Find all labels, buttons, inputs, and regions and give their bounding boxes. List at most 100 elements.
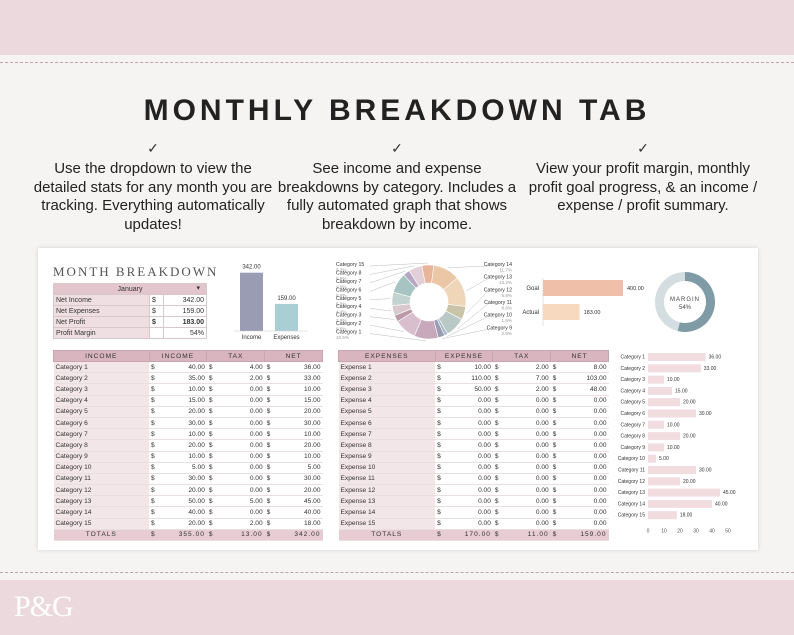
callout-line [369,265,415,275]
goal-bar [543,304,580,320]
net-cell: $20.00 [264,484,323,497]
bar-value-label: 342.00 [242,265,261,271]
category-value-label: 20.00 [683,434,696,440]
category-bar [648,454,656,463]
expense-table: EXPENSES EXPENSE TAX NET Expense 1 $10.00… [338,350,609,542]
donut-slice [408,265,426,287]
row-label: Category 7 [53,428,150,441]
net-cell: $0.00 [550,484,609,497]
slice-label: Category 13 [484,275,512,281]
tax-cell: $0.00 [492,518,551,530]
category-bar [648,375,664,384]
table-row: Category 6 $30.00 $0.00 $30.00 [53,417,323,430]
row-label: Expense 4 [338,395,436,407]
amount-cell: $10.00 [149,383,207,396]
tax-cell: $0.00 [492,417,551,430]
category-value-label: 15.00 [675,388,688,394]
goal-category-label: Actual [522,310,539,316]
tax-cell: $2.00 [492,383,551,396]
col-header: EXPENSES [338,350,436,362]
table-row: Category 15 $20.00 $2.00 $18.00 [53,518,323,530]
table-row: Expense 7 $0.00 $0.00 $0.00 [338,428,609,441]
category-bar [648,432,680,441]
row-label: Category 8 [53,439,150,452]
table-row: Category 1 $40.00 $4.00 $36.00 [53,361,323,374]
category-label: Category 10 [618,456,645,462]
category-label: Category 11 [618,468,645,474]
slice-percent: 5.8% [502,293,512,298]
slice-label: Category 8 [336,270,361,276]
slice-percent: 2.9% [336,284,346,289]
callout-line [466,291,489,314]
table-row: Expense 15 $0.00 $0.00 $0.00 [338,518,609,530]
net-cell: $0.00 [550,428,609,441]
net-cell: $36.00 [264,361,323,374]
tax-cell: $0.00 [492,495,551,508]
slice-percent: 13.2% [499,280,512,285]
income-table: INCOME INCOME TAX NET Category 1 $40.00 $4… [53,350,323,542]
amount-cell: $20.00 [149,439,207,452]
category-value-label: 30.00 [699,468,712,474]
callout-line [369,324,404,332]
row-label: Category 4 [53,395,150,407]
col-header: NET [264,350,323,362]
slice-percent: 8.8% [336,293,346,298]
tax-total: $13.00 [206,529,265,542]
income-expense-chart: 342.00 Income 159.00 Expenses [234,265,308,341]
bar-category-label: Income [242,335,262,341]
category-value-label: 10.00 [667,377,680,383]
table-row: Category 3 $10.00 $0.00 $10.00 [53,383,323,396]
amount-cell: $20.00 [149,406,207,418]
x-tick-label: 0 [647,529,650,535]
callout-line [447,316,489,337]
category-bar [648,409,696,418]
category-label: Category 9 [621,445,646,451]
category-value-label: 36.00 [709,355,722,361]
callout-line [369,316,395,320]
amount-cell: $40.00 [149,361,207,374]
check-icon: ✓ [391,140,403,156]
slice-percent: 4.4% [336,310,346,315]
row-label: Expense 8 [338,439,436,452]
table-row: Category 8 $20.00 $0.00 $20.00 [53,439,323,452]
net-cell: $30.00 [264,473,323,486]
tax-cell: $0.00 [206,484,265,497]
goal-value-label: 183.00 [584,310,601,316]
tax-cell: $0.00 [492,406,551,418]
tax-cell: $2.00 [206,518,265,530]
row-label: Expense 11 [338,473,436,486]
table-row: Category 5 $20.00 $0.00 $20.00 [53,406,323,418]
category-label: Category 8 [621,434,646,440]
net-cell: $10.00 [264,451,323,463]
net-cell: $0.00 [550,417,609,430]
callout-line [442,329,489,339]
net-cell: $10.00 [264,383,323,396]
tax-cell: $0.00 [492,506,551,519]
goal-value-label: 400.00 [627,286,644,292]
slice-label: Category 9 [487,325,512,331]
category-bar [648,499,712,508]
amount-cell: $110.00 [435,372,493,385]
month-dropdown[interactable]: January ▾ [53,283,207,295]
slice-percent: 9.6% [336,327,346,332]
amount-cell: $0.00 [435,417,493,430]
table-row: Expense 10 $0.00 $0.00 $0.00 [338,462,609,474]
slice-label: Category 5 [336,296,361,302]
amount-cell: $10.00 [435,361,493,374]
slice-label: Category 11 [484,300,512,306]
col-header: INCOME [148,350,208,362]
tax-cell: $0.00 [492,462,551,474]
category-label: Category 12 [618,479,645,485]
amount-cell: $40.00 [149,506,207,519]
table-row: Expense 9 $0.00 $0.00 $0.00 [338,451,609,463]
tax-cell: $5.00 [206,495,265,508]
amount-cell: $30.00 [149,473,207,486]
goal-category-label: Goal [526,286,539,292]
tax-cell: $0.00 [206,395,265,407]
amount-cell: $0.00 [435,395,493,407]
tax-cell: $7.00 [492,372,551,385]
category-bar [648,398,680,407]
amount-cell: $30.00 [149,417,207,430]
tax-cell: $0.00 [206,428,265,441]
tax-cell: $0.00 [206,506,265,519]
